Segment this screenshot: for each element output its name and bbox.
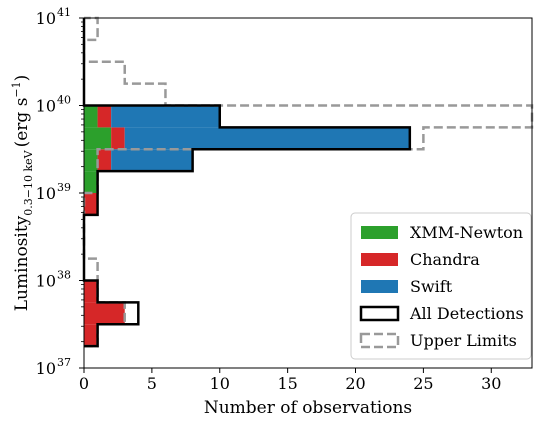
bar-chandra-bin-1 xyxy=(84,302,125,325)
bar-xmm-newton-bin-9 xyxy=(84,127,112,150)
x-tick-label: 30 xyxy=(481,374,501,393)
y-tick-label-exponent: 39 xyxy=(57,181,71,194)
bar-chandra-bin-0 xyxy=(84,324,98,347)
legend-label-xmm-newton: XMM-Newton xyxy=(410,223,523,242)
x-tick-label: 15 xyxy=(277,374,297,393)
legend-swatch-swift xyxy=(361,280,398,293)
legend-label-all-detections: All Detections xyxy=(409,304,524,323)
x-tick-label: 25 xyxy=(413,374,433,393)
bar-chandra-bin-2 xyxy=(84,280,98,303)
y-axis-label-unit-exponent: −1 xyxy=(10,81,23,97)
bar-chandra-bin-9 xyxy=(111,127,125,150)
bar-xmm-newton-bin-7 xyxy=(84,171,98,193)
legend-label-upper-limits: Upper Limits xyxy=(410,331,517,350)
legend: XMM-Newton Chandra Swift All Detections Uppe… xyxy=(350,212,532,360)
y-tick-label: 10 xyxy=(36,359,56,378)
bar-chandra-bin-8 xyxy=(97,149,112,172)
x-tick-label: 10 xyxy=(210,374,230,393)
y-tick-label: 10 xyxy=(36,97,56,116)
y-axis-label-subscript: 0.3−10 keV xyxy=(22,149,35,215)
x-tick-label: 5 xyxy=(147,374,157,393)
x-tick-label: 20 xyxy=(345,374,365,393)
legend-label-swift: Swift xyxy=(410,277,453,296)
x-axis-ticks: 0 5 10 15 20 25 30 xyxy=(79,368,501,393)
y-tick-label-exponent: 37 xyxy=(57,356,71,369)
legend-box xyxy=(350,212,532,360)
bar-chandra-bin-6 xyxy=(84,193,98,215)
y-tick-label-exponent: 38 xyxy=(57,269,71,282)
legend-swatch-all-detections xyxy=(359,305,400,322)
bar-swift-bin-10 xyxy=(111,105,220,128)
y-axis-label-unit: (erg s xyxy=(12,98,32,148)
bar-xmm-newton-bin-8 xyxy=(84,149,98,172)
x-axis-label: Number of observations xyxy=(204,398,412,416)
legend-label-chandra: Chandra xyxy=(410,250,480,269)
y-axis-label-unit-close: ) xyxy=(12,75,32,82)
legend-swatch-upper-limits xyxy=(359,332,400,349)
y-tick-label: 10 xyxy=(36,184,56,203)
x-tick-label: 0 xyxy=(79,374,89,393)
legend-swatch-chandra xyxy=(361,253,398,266)
bar-chandra-bin-10 xyxy=(97,105,112,128)
y-tick-label: 10 xyxy=(36,272,56,291)
y-tick-label: 10 xyxy=(36,9,56,28)
y-axis-label: Luminosity0.3−10 keV(erg s−1) xyxy=(10,75,35,312)
y-axis-label-main: Luminosity xyxy=(12,215,32,311)
bar-swift-bin-8 xyxy=(111,149,193,172)
y-tick-label-exponent: 41 xyxy=(57,6,71,19)
y-tick-label-exponent: 40 xyxy=(57,94,71,107)
bar-xmm-newton-bin-10 xyxy=(84,105,98,128)
legend-swatch-xmm-newton xyxy=(361,226,398,239)
histogram-bars xyxy=(84,105,410,347)
bar-swift-bin-9 xyxy=(124,127,410,150)
